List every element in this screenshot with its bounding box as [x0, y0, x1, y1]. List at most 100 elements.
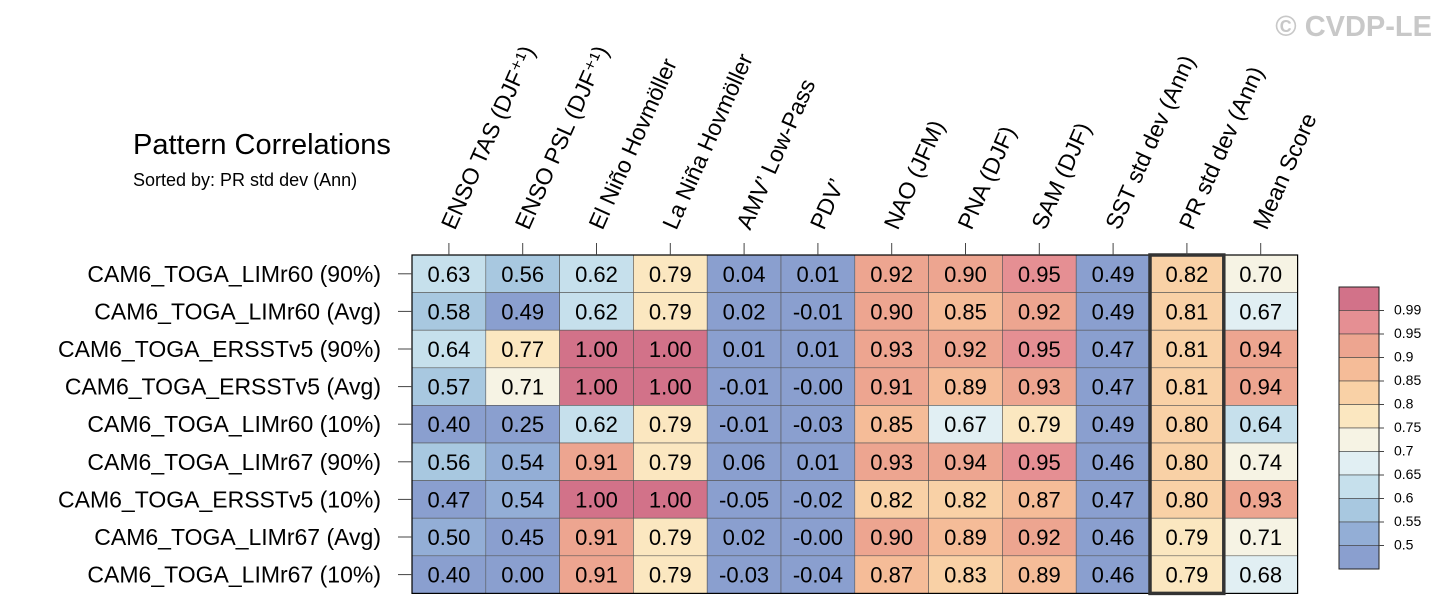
heatmap-cell	[633, 517, 708, 557]
row-label: CAM6_TOGA_LIMr67 (90%)	[87, 449, 381, 475]
heatmap-cell	[1149, 367, 1225, 406]
cell-value-label: 0.01	[723, 337, 766, 362]
cell-value-label: 0.46	[1092, 563, 1135, 588]
heatmap-cell	[1223, 480, 1298, 519]
heatmap-cell	[1002, 442, 1077, 481]
heatmap-cell	[411, 254, 487, 293]
heatmap-cell	[928, 442, 1003, 481]
cell-value-label: 0.91	[575, 525, 618, 550]
cell-value-label: 0.87	[870, 563, 913, 588]
colorbar-swatch	[1338, 498, 1380, 523]
cell-value-label: 0.89	[1018, 563, 1061, 588]
cell-value-label: 1.00	[575, 375, 618, 400]
heatmap-cell	[1075, 254, 1151, 293]
cell-value-label: 0.56	[501, 262, 544, 287]
cell-value-label: 0.83	[944, 563, 987, 588]
cell-value-label: 0.46	[1092, 525, 1135, 550]
colorbar-swatch	[1338, 286, 1380, 311]
cell-value-label: 0.54	[501, 487, 544, 512]
heatmap-cells	[411, 253, 1299, 596]
cell-value-label: 0.49	[1092, 412, 1135, 437]
cell-value-label: -0.02	[793, 487, 843, 512]
cell-value-label: 0.90	[944, 262, 987, 287]
heatmap-cell	[854, 555, 929, 594]
cell-value-label: 0.82	[944, 487, 987, 512]
colorbar-label: 0.7	[1394, 443, 1414, 459]
cell-value-label: 0.85	[870, 412, 913, 437]
cell-value-label: -0.00	[793, 525, 843, 550]
cell-value-label: 0.79	[649, 412, 692, 437]
heatmap-cell	[854, 329, 929, 369]
cell-value-label: 0.91	[575, 563, 618, 588]
cell-value-label: 0.62	[575, 299, 618, 324]
heatmap-cell	[706, 480, 782, 519]
heatmap-cell	[706, 405, 782, 444]
cell-value-label: 0.49	[1092, 299, 1135, 324]
heatmap-cell	[1149, 329, 1225, 369]
cell-value-label: 0.58	[427, 299, 470, 324]
cell-value-label: 0.94	[944, 450, 987, 475]
column-labels: ENSO TAS (DJF⁺¹)ENSO PSL (DJF⁺¹)El Niño …	[436, 42, 1322, 255]
cell-value-label: 0.94	[1239, 337, 1282, 362]
cell-value-label: -0.03	[793, 412, 843, 437]
cell-value-label: 0.91	[870, 375, 913, 400]
heatmap-cell	[1149, 405, 1225, 444]
cell-value-label: 0.01	[796, 262, 839, 287]
cell-value-label: 0.91	[575, 450, 618, 475]
colorbar-swatch	[1338, 474, 1380, 499]
colorbar-swatch	[1338, 310, 1380, 335]
heatmap-cell	[633, 254, 708, 293]
colorbar-label: 0.95	[1394, 325, 1421, 341]
chart-title: Pattern Correlations	[133, 129, 391, 161]
heatmap-cell	[485, 367, 560, 406]
heatmap-cell	[411, 442, 487, 481]
cell-value-label: 0.87	[1018, 487, 1061, 512]
cell-value-label: 0.80	[1165, 450, 1208, 475]
colorbar-swatch	[1338, 545, 1380, 570]
cell-value-label: -0.04	[793, 563, 843, 588]
row-label: CAM6_TOGA_ERSSTv5 (Avg)	[65, 374, 381, 400]
cell-value-label: 0.47	[1092, 487, 1135, 512]
cell-value-label: 0.02	[723, 525, 766, 550]
heatmap-cell	[633, 292, 708, 331]
cell-value-label: 0.74	[1239, 450, 1282, 475]
heatmap-cell	[411, 292, 487, 331]
heatmap-cell	[928, 517, 1003, 557]
heatmap-cell	[1075, 292, 1151, 331]
row-labels: CAM6_TOGA_LIMr60 (90%) CAM6_TOGA_LIMr60 (…	[58, 261, 412, 588]
colorbar-swatch	[1338, 357, 1380, 382]
heatmap-cell	[411, 555, 487, 594]
heatmap-cell	[559, 367, 634, 406]
cell-value-label: 0.06	[723, 450, 766, 475]
heatmap-cell	[559, 480, 634, 519]
cell-value-label: 0.67	[1239, 299, 1282, 324]
heatmap-cell	[706, 329, 782, 369]
colorbar-label: 0.8	[1394, 396, 1414, 412]
colorbar-label: 0.65	[1394, 466, 1421, 482]
cell-value-label: 0.79	[1165, 525, 1208, 550]
heatmap-cell	[411, 367, 487, 406]
heatmap-cell	[928, 254, 1003, 293]
cell-value-label: 0.93	[870, 450, 913, 475]
column-label: PNA (DJF)	[952, 122, 1020, 233]
cell-value-label: 0.68	[1239, 563, 1282, 588]
cell-value-label: 0.62	[575, 262, 618, 287]
cell-value-label: 0.92	[944, 337, 987, 362]
cell-value-label: 0.50	[427, 525, 470, 550]
heatmap-cell	[780, 254, 856, 293]
cell-value-label: 0.47	[427, 487, 470, 512]
heatmap-cell	[1002, 367, 1077, 406]
heatmap-cell	[854, 442, 929, 481]
row-label: CAM6_TOGA_LIMr60 (Avg)	[94, 298, 381, 324]
heatmap-cell	[485, 517, 560, 557]
cell-value-label: 0.81	[1165, 375, 1208, 400]
cell-value-label: 0.80	[1165, 412, 1208, 437]
cell-value-label: -0.03	[719, 563, 769, 588]
heatmap-cell	[1223, 517, 1298, 557]
cell-value-label: 0.45	[501, 525, 544, 550]
cell-value-label: 0.77	[501, 337, 544, 362]
heatmap-cell	[1223, 254, 1298, 293]
colorbar-label: 0.55	[1394, 513, 1421, 529]
cell-value-label: 0.81	[1165, 337, 1208, 362]
